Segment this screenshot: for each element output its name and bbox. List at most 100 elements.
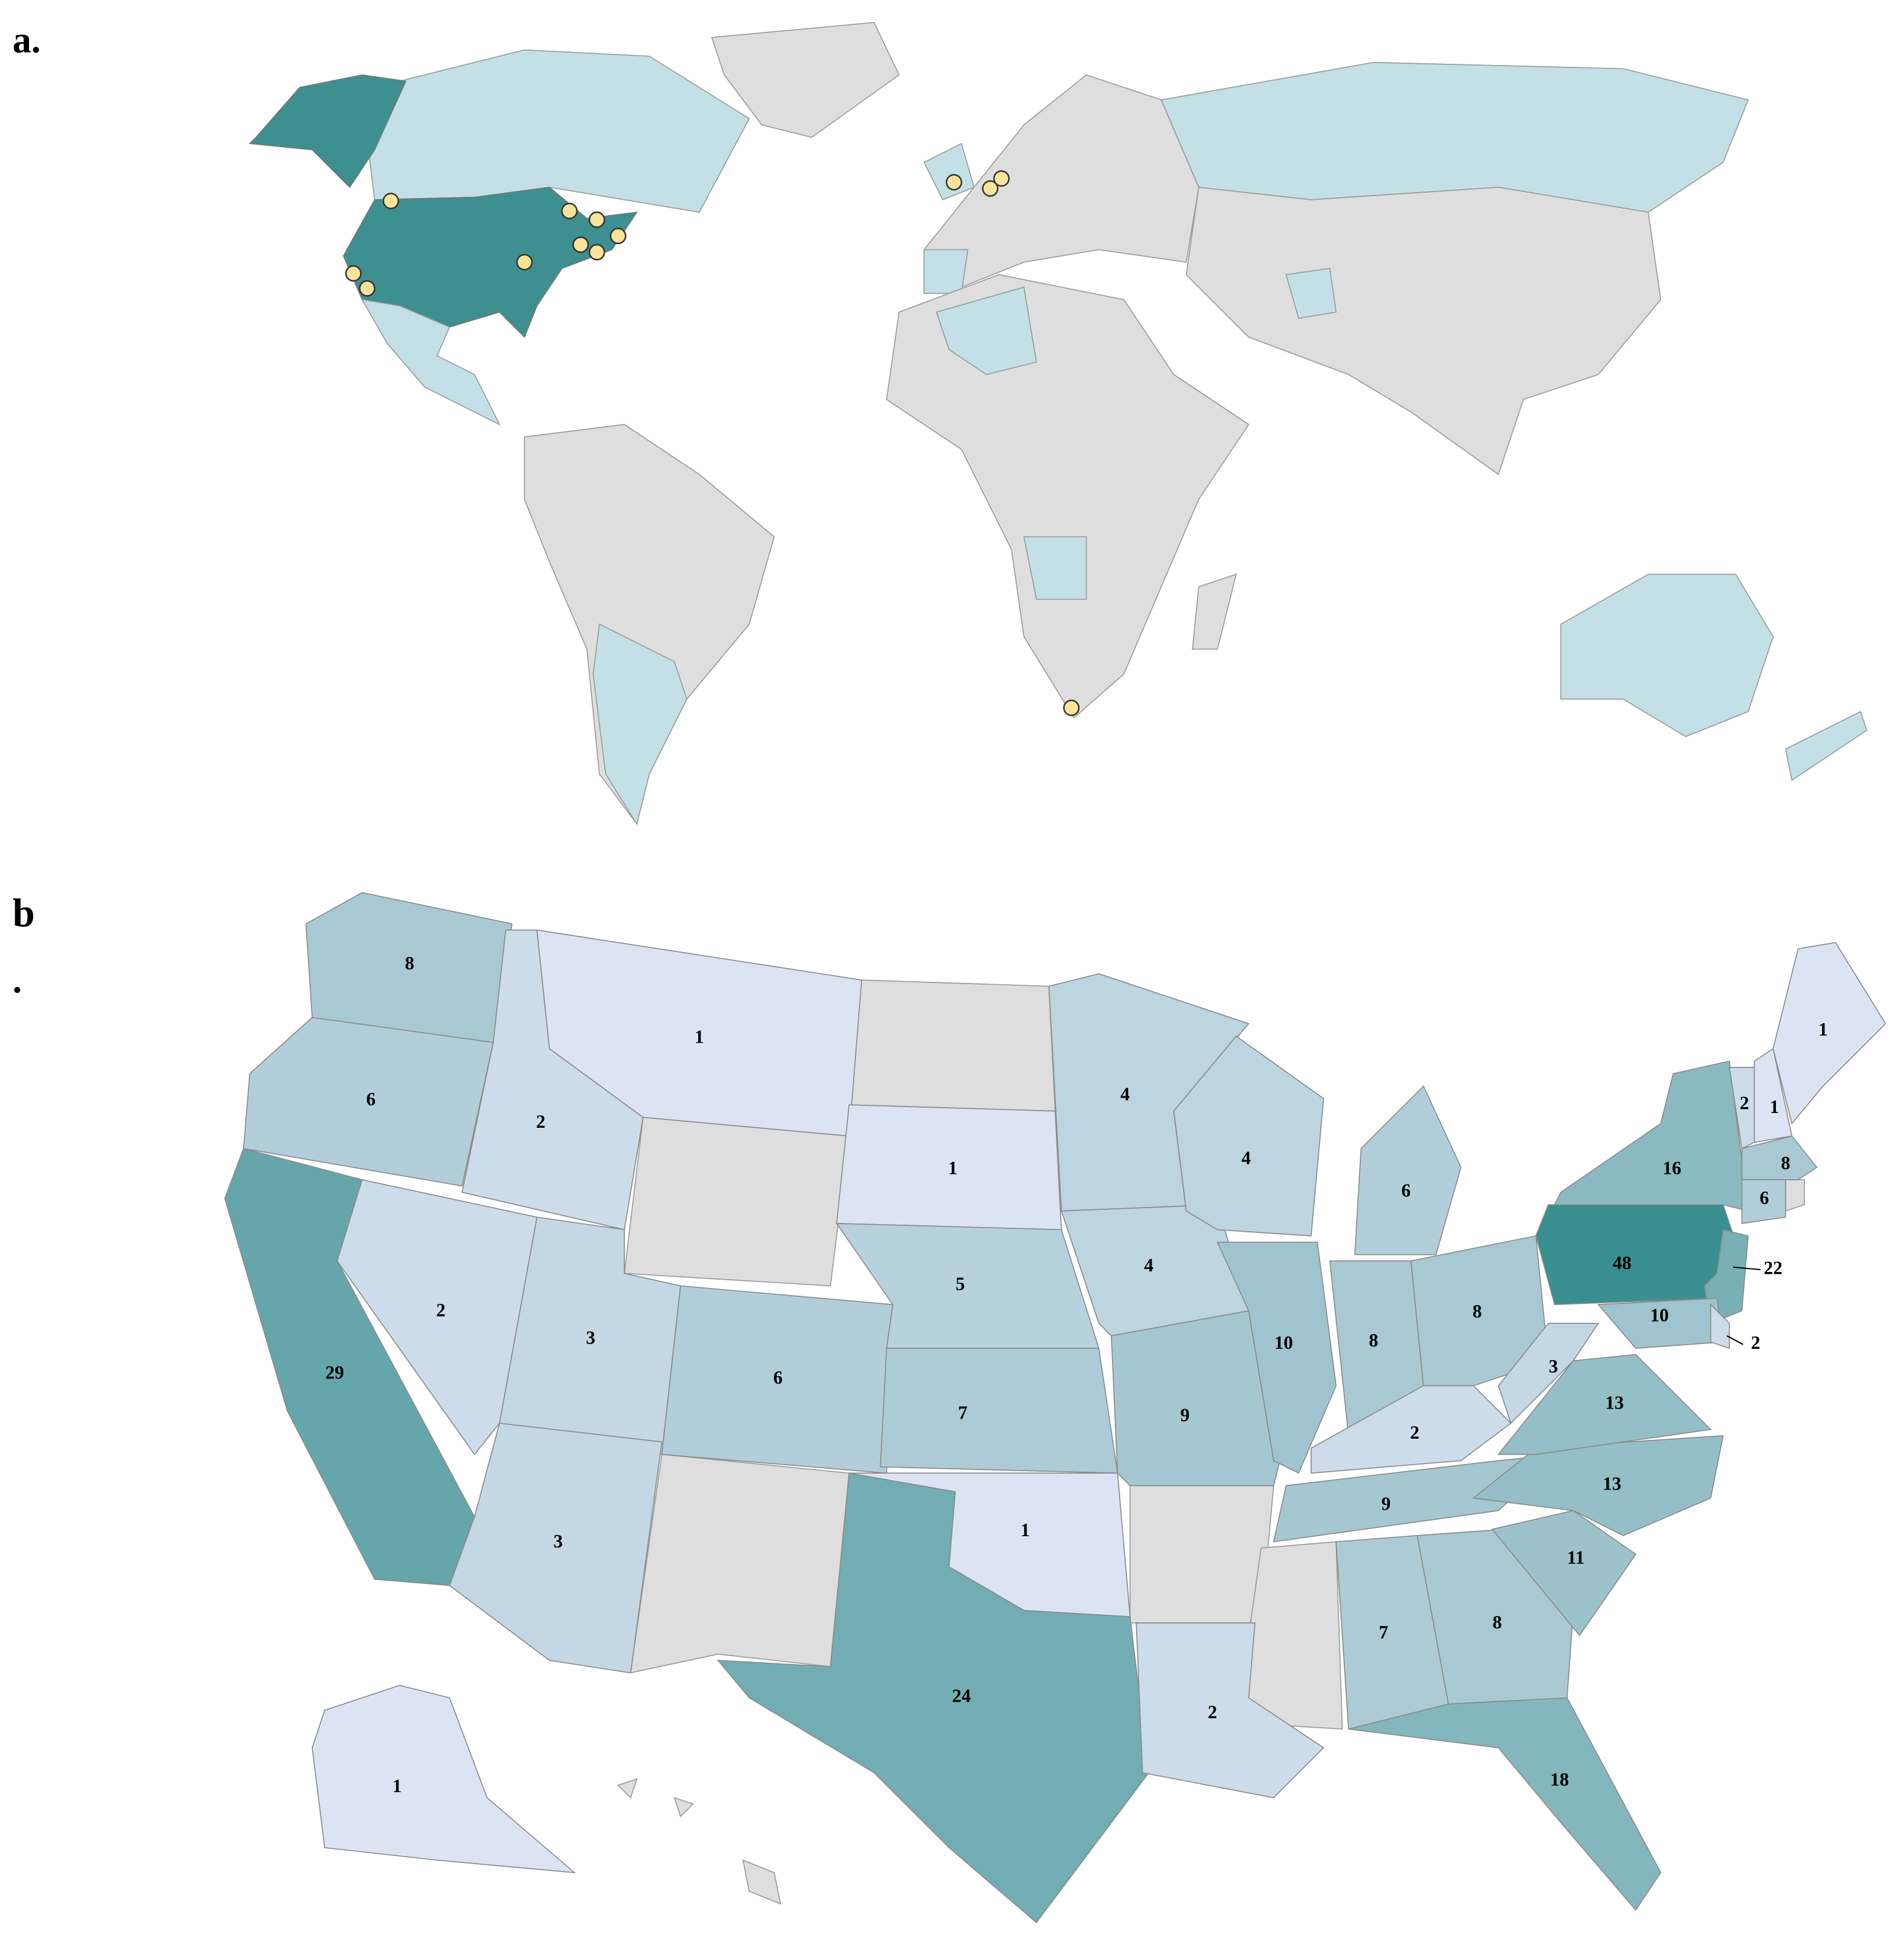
state-count: 6	[1760, 1187, 1769, 1208]
site	[588, 244, 605, 261]
site	[945, 174, 962, 191]
state-count: 8	[1781, 1153, 1790, 1173]
state-count: 8	[1369, 1330, 1378, 1351]
site	[982, 180, 998, 197]
state	[336, 1179, 538, 1456]
continent	[886, 274, 1250, 719]
state-count: 13	[1605, 1392, 1624, 1413]
state-count: 6	[773, 1367, 783, 1388]
state	[717, 1472, 1150, 1923]
state-count: 8	[405, 953, 414, 973]
country	[923, 249, 968, 294]
state-count: 9	[1181, 1405, 1190, 1426]
country	[1560, 573, 1774, 738]
state	[1497, 1354, 1712, 1455]
state-count: 4	[1144, 1255, 1153, 1276]
leader-line	[1733, 1266, 1761, 1271]
state-count: 22	[1763, 1257, 1782, 1278]
country	[936, 286, 1038, 375]
state-count: 2	[1208, 1702, 1217, 1722]
state	[449, 1422, 663, 1674]
state	[630, 1453, 850, 1674]
country	[361, 298, 501, 426]
state-count: 8	[1473, 1301, 1482, 1322]
state	[624, 1117, 850, 1287]
state	[1217, 1241, 1337, 1474]
state	[1554, 1060, 1749, 1212]
state	[1497, 1322, 1600, 1424]
state-count: 16	[1662, 1157, 1681, 1178]
site	[572, 236, 589, 253]
state-count: 2	[1410, 1422, 1419, 1443]
state-count: 6	[1401, 1180, 1411, 1200]
state-count: 1	[948, 1157, 958, 1178]
state-count: 3	[553, 1531, 563, 1552]
state	[1741, 1179, 1787, 1224]
state-count: 1	[393, 1776, 402, 1796]
state-count: 48	[1613, 1252, 1632, 1273]
state-count: 2	[1740, 1092, 1749, 1113]
state-count: 5	[955, 1274, 965, 1294]
country	[1785, 710, 1868, 781]
state-count: 2	[1751, 1332, 1761, 1353]
country	[1285, 268, 1337, 319]
country	[1023, 536, 1087, 600]
state	[243, 1017, 494, 1187]
state	[1354, 1085, 1462, 1255]
state	[1129, 1485, 1275, 1624]
state-count: 2	[536, 1111, 546, 1132]
state-count: 10	[1650, 1305, 1669, 1326]
continent	[1185, 186, 1662, 475]
state-count: 1	[1020, 1520, 1030, 1540]
panel-label-dot: .	[12, 959, 22, 1001]
site	[382, 193, 400, 209]
state	[312, 1685, 576, 1874]
state-count: 18	[1550, 1769, 1569, 1790]
leader-line	[1726, 1335, 1744, 1345]
state-count: 4	[1241, 1147, 1251, 1168]
site	[516, 254, 533, 271]
state	[1173, 1035, 1324, 1237]
state	[536, 929, 863, 1137]
state	[617, 1778, 638, 1799]
state-count: 2	[436, 1300, 446, 1320]
site	[588, 211, 605, 228]
site	[1063, 699, 1080, 716]
state-count: 7	[958, 1402, 968, 1423]
island	[1192, 573, 1237, 650]
state-count: 29	[325, 1362, 344, 1383]
state-count: 9	[1382, 1493, 1391, 1514]
state-count: 6	[366, 1089, 375, 1109]
panel-label: a.	[12, 20, 41, 61]
site	[610, 228, 627, 245]
country	[368, 49, 750, 213]
state	[1741, 1135, 1818, 1180]
country	[711, 22, 900, 138]
country	[248, 74, 407, 189]
country	[923, 142, 975, 201]
site	[359, 280, 375, 297]
state	[1772, 942, 1886, 1125]
state-count: 24	[952, 1686, 971, 1706]
state	[1348, 1697, 1662, 1911]
state-count: 11	[1567, 1547, 1585, 1568]
state-count: 1	[1769, 1096, 1779, 1117]
state-count: 3	[1549, 1356, 1558, 1377]
state	[742, 1859, 782, 1905]
site	[345, 265, 362, 282]
state	[673, 1797, 694, 1818]
state	[880, 1348, 1119, 1474]
world-map	[248, 22, 1868, 826]
panel-label: b	[12, 891, 35, 935]
state-count: 7	[1379, 1622, 1388, 1643]
state	[1136, 1622, 1325, 1799]
state-count: 1	[695, 1027, 704, 1047]
state	[848, 979, 1056, 1112]
state-count: 13	[1603, 1474, 1622, 1494]
site	[993, 170, 1010, 187]
state-count: 1	[1818, 1019, 1828, 1040]
country	[592, 623, 688, 826]
state-count: 8	[1493, 1612, 1502, 1633]
